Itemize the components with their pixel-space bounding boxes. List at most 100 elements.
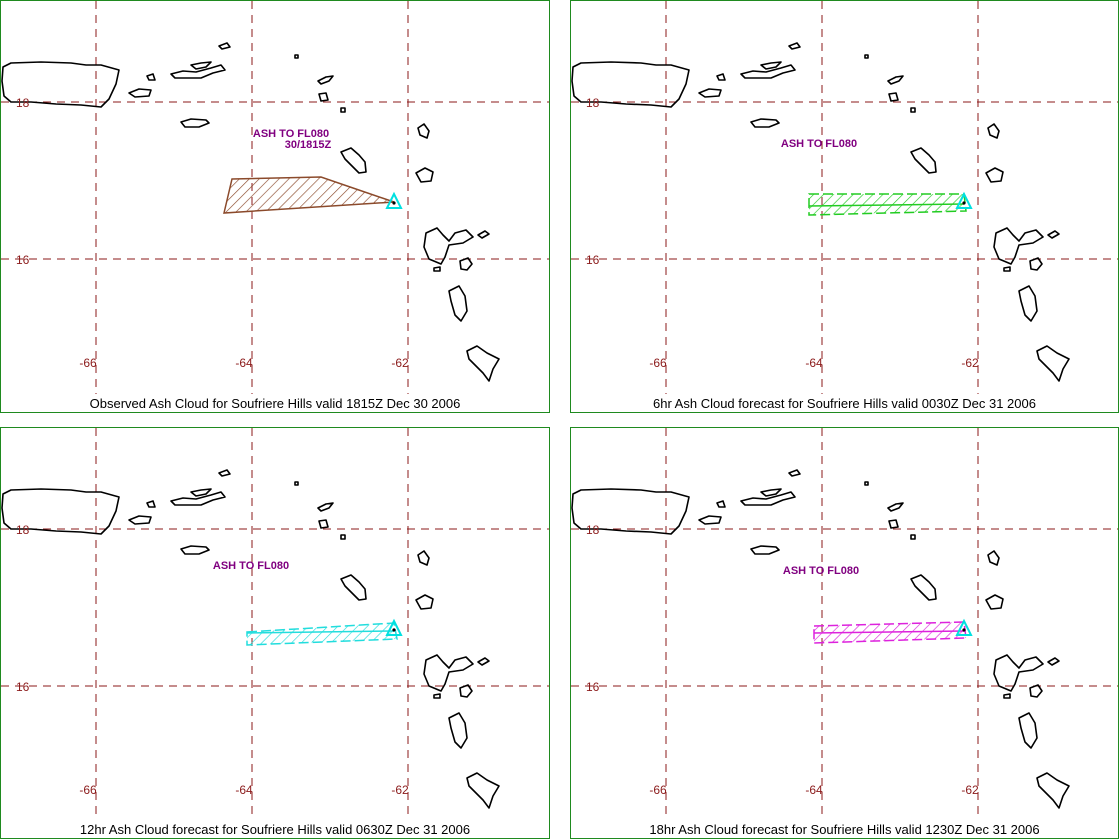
desirade-coast xyxy=(1047,230,1060,239)
latitude-label: 16 xyxy=(586,680,600,694)
les-saintes-coast xyxy=(1003,693,1011,699)
saba-coast xyxy=(340,107,346,113)
longitude-label: -66 xyxy=(79,783,97,797)
ash-cloud-axis xyxy=(813,630,965,634)
sombrero-coast xyxy=(294,54,299,59)
volcano-marker xyxy=(392,201,396,205)
marie-galante-coast xyxy=(459,257,473,271)
sombrero-coast xyxy=(864,481,869,486)
latitude-label: 18 xyxy=(586,96,600,110)
latitude-label: 16 xyxy=(586,253,600,267)
volcano-marker xyxy=(962,628,966,632)
st-barths-coast xyxy=(318,519,329,529)
volcano-triangle-icon xyxy=(955,618,973,636)
guadeloupe-coast xyxy=(993,654,1044,692)
latitude-label: 18 xyxy=(16,96,30,110)
anguilla-coast xyxy=(887,502,904,512)
marie-galante-coast xyxy=(1029,257,1043,271)
desirade-coast xyxy=(477,230,490,239)
barbuda-coast xyxy=(987,550,1000,566)
longitude-label: -64 xyxy=(805,783,823,797)
marie-galante-coast xyxy=(459,684,473,698)
st-croix-coast xyxy=(180,118,210,128)
ash-level-label: ASH TO FL080 xyxy=(781,138,857,150)
culebra-coast xyxy=(146,500,156,508)
map-panel-4: ASH TO FL080 18 16 -66 -64 -62 18hr Ash Cloud … xyxy=(570,427,1119,839)
longitude-label: -62 xyxy=(961,356,979,370)
ash-cloud-observed xyxy=(223,176,395,214)
sombrero-coast xyxy=(864,54,869,59)
anegada-coast xyxy=(788,469,801,477)
map-panel-1: ASH TO FL080 30/1815Z 18 16 -66 -64 -62 Observe… xyxy=(0,0,550,413)
marie-galante-coast xyxy=(1029,684,1043,698)
map-panel-2: ASH TO FL080 18 16 -66 -64 -62 6hr Ash Cloud f… xyxy=(570,0,1119,413)
longitude-label: -66 xyxy=(79,356,97,370)
les-saintes-coast xyxy=(1003,266,1011,272)
volcano-marker xyxy=(392,628,396,632)
volcano-triangle-icon xyxy=(385,191,403,209)
martinique-coast xyxy=(466,345,500,382)
panel-caption: 12hr Ash Cloud forecast for Soufriere Hi… xyxy=(79,822,471,837)
dominica-coast xyxy=(448,285,468,322)
longitude-label: -62 xyxy=(961,783,979,797)
desirade-coast xyxy=(477,657,490,666)
longitude-label: -64 xyxy=(805,356,823,370)
anegada-coast xyxy=(788,42,801,50)
latitude-label: 16 xyxy=(16,253,30,267)
anguilla-coast xyxy=(887,75,904,85)
observation-time-label: 30/1815Z xyxy=(285,139,332,151)
st-croix-coast xyxy=(750,545,780,555)
volcano-marker xyxy=(962,201,966,205)
vieques-coast xyxy=(128,515,152,525)
les-saintes-coast xyxy=(433,693,441,699)
saba-coast xyxy=(910,534,916,540)
virgin-islands-2-coast xyxy=(760,488,782,497)
sombrero-coast xyxy=(294,481,299,486)
barbuda-coast xyxy=(417,123,430,139)
culebra-coast xyxy=(146,73,156,81)
virgin-islands-2-coast xyxy=(760,61,782,70)
ash-level-label: ASH TO FL080 xyxy=(213,560,289,572)
st-barths-coast xyxy=(318,92,329,102)
montserrat-coast xyxy=(340,574,367,601)
anguilla-coast xyxy=(317,502,334,512)
longitude-label: -64 xyxy=(235,783,253,797)
anguilla-coast xyxy=(317,75,334,85)
puerto-rico-coast xyxy=(571,488,690,535)
virgin-islands-2-coast xyxy=(190,488,212,497)
vieques-coast xyxy=(128,88,152,98)
st-barths-coast xyxy=(888,519,899,529)
anegada-coast xyxy=(218,42,231,50)
vieques-coast xyxy=(698,88,722,98)
virgin-islands-coast xyxy=(740,491,796,506)
virgin-islands-coast xyxy=(170,64,226,79)
ash-level-label: ASH TO FL080 xyxy=(253,128,329,140)
map-canvas: ASH TO FL080 18 16 -66 -64 -62 xyxy=(571,1,1118,394)
antigua-coast xyxy=(415,594,434,610)
puerto-rico-coast xyxy=(1,488,120,535)
barbuda-coast xyxy=(417,550,430,566)
guadeloupe-coast xyxy=(423,227,474,265)
latitude-label: 16 xyxy=(16,680,30,694)
virgin-islands-coast xyxy=(170,491,226,506)
dominica-coast xyxy=(1018,285,1038,322)
latitude-label: 18 xyxy=(16,523,30,537)
longitude-label: -64 xyxy=(235,356,253,370)
ash-cloud-forecast xyxy=(246,622,398,646)
montserrat-coast xyxy=(910,574,937,601)
saba-coast xyxy=(340,534,346,540)
latitude-label: 18 xyxy=(586,523,600,537)
culebra-coast xyxy=(716,500,726,508)
panel-caption: 18hr Ash Cloud forecast for Soufriere Hi… xyxy=(649,822,1040,837)
antigua-coast xyxy=(985,167,1004,183)
map-canvas: ASH TO FL080 18 16 -66 -64 -62 xyxy=(571,428,1118,820)
map-panel-3: ASH TO FL080 18 16 -66 -64 -62 12hr Ash Cloud … xyxy=(0,427,550,839)
map-canvas: ASH TO FL080 18 16 -66 -64 -62 xyxy=(1,428,549,820)
guadeloupe-coast xyxy=(993,227,1044,265)
st-croix-coast xyxy=(180,545,210,555)
ash-level-label: ASH TO FL080 xyxy=(783,565,859,577)
barbuda-coast xyxy=(987,123,1000,139)
panel-caption: Observed Ash Cloud for Soufriere Hills v… xyxy=(89,396,461,411)
vieques-coast xyxy=(698,515,722,525)
puerto-rico-coast xyxy=(571,61,690,108)
